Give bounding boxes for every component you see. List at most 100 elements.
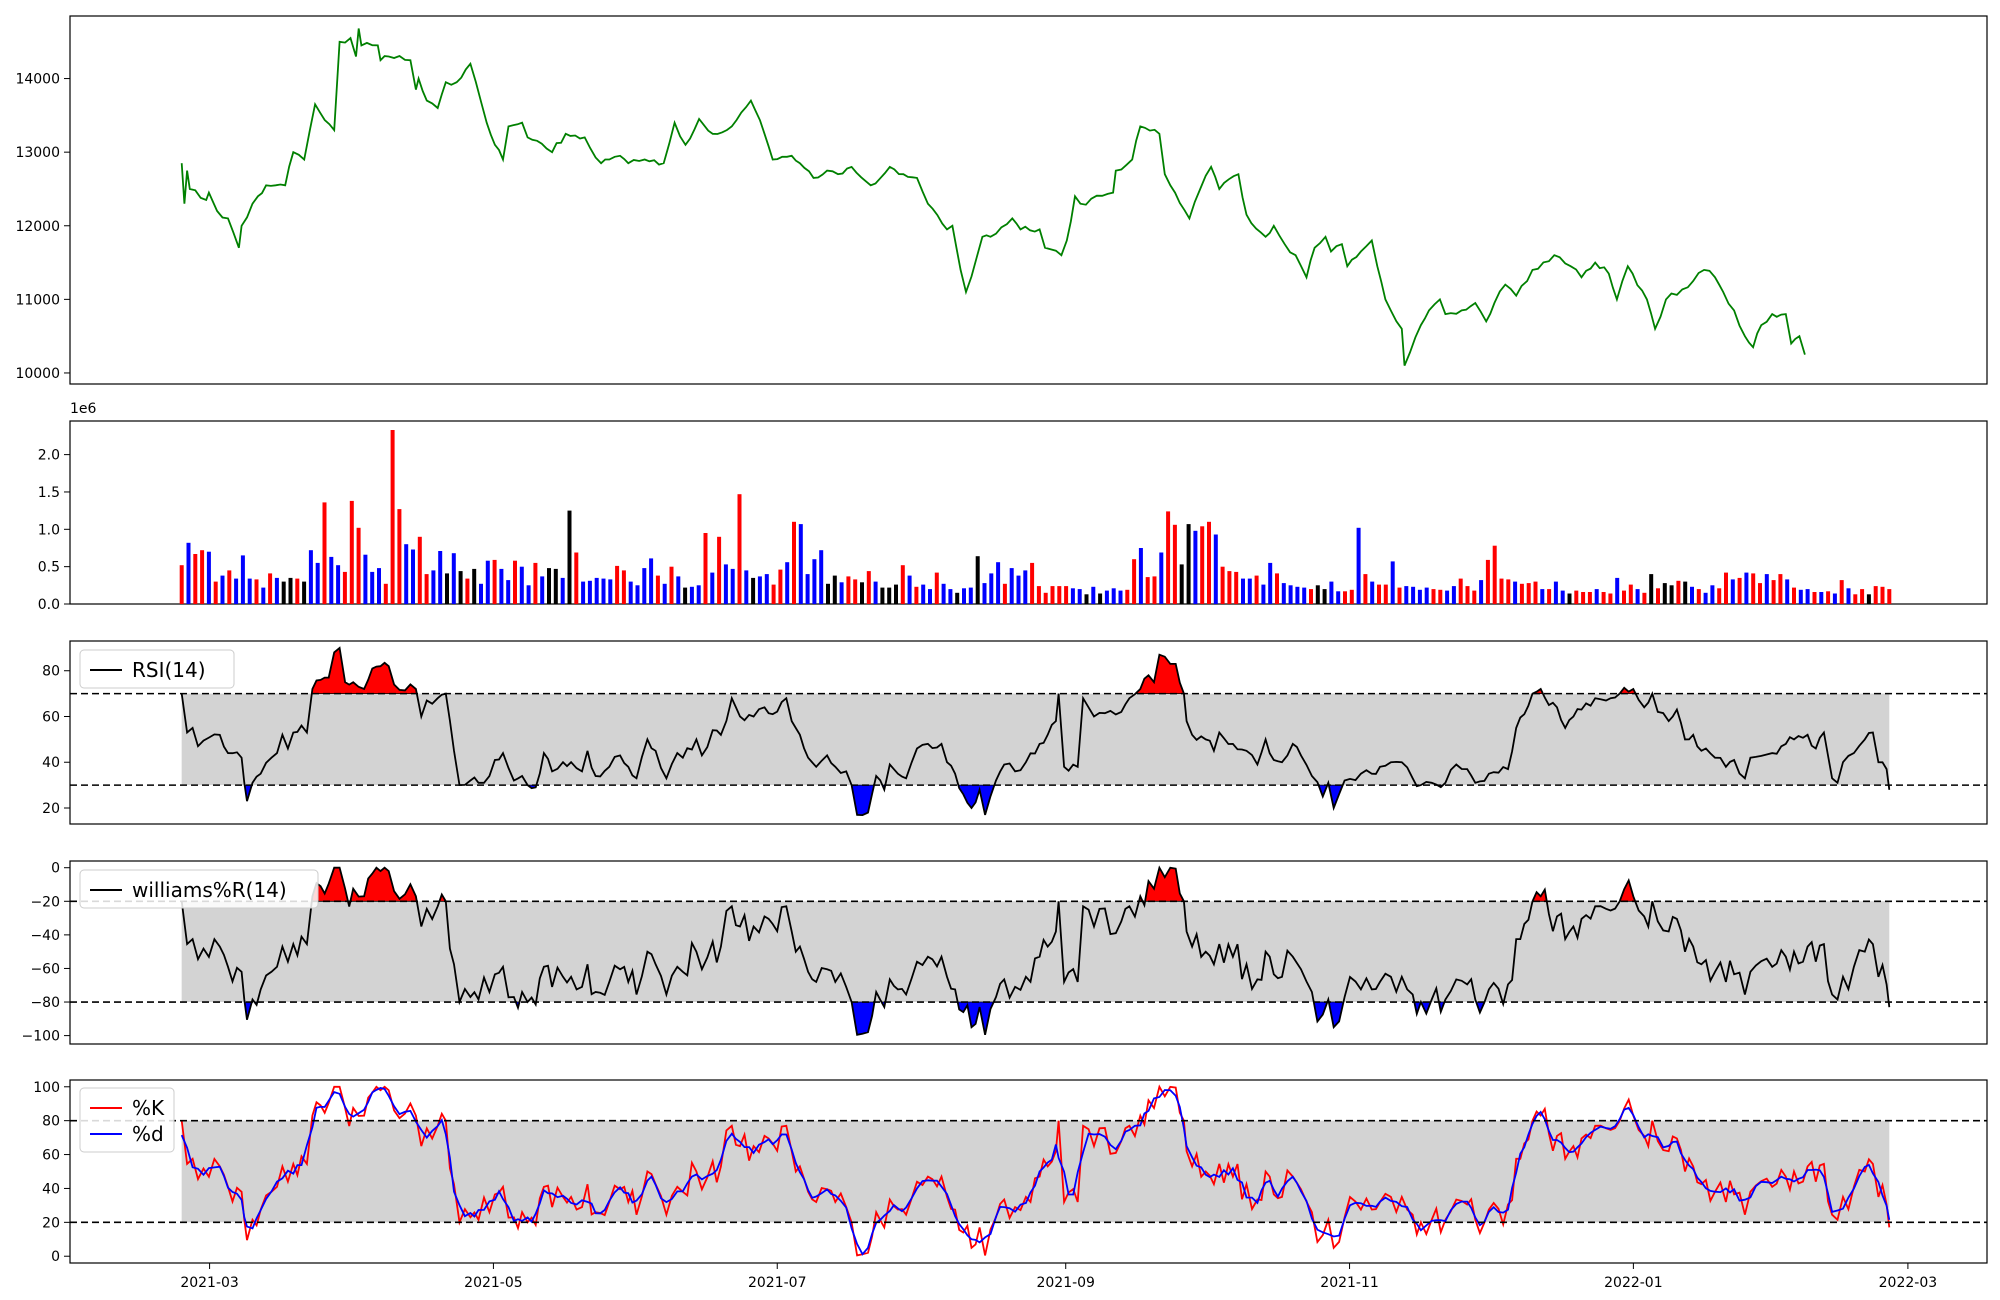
volume-bar [349,500,354,604]
volume-bar [1077,589,1082,604]
volume-bar [1241,578,1245,604]
volume-bar [1492,545,1497,604]
volume-bar [1370,581,1375,604]
volume-bar [342,571,347,604]
rsi-ytick-label: 60 [42,709,60,725]
volume-bar [1826,591,1831,604]
volume-bar [1261,584,1266,604]
volume-bar [1016,575,1021,604]
volume-bar [574,552,579,604]
volume-ytick-label: 0.5 [38,560,60,576]
volume-bar [615,565,620,604]
volume-bar [220,575,225,604]
volume-bar [206,551,211,604]
volume-bar [1070,588,1075,604]
volume-bar [751,577,756,604]
volume-bar [397,509,402,604]
stoch-ytick-label: 40 [42,1181,60,1197]
volume-bar [1887,589,1892,604]
stoch-ytick-label: 0 [51,1249,60,1265]
x-tick-label: 2021-11 [1320,1275,1379,1291]
volume-bar [526,585,531,604]
volume-ytick-label: 2.0 [38,448,60,464]
volume-bar [649,558,654,604]
volume-bar [200,550,205,604]
x-tick-label: 2021-05 [464,1275,523,1291]
williams-ytick-label: −100 [22,1029,60,1045]
volume-bar [479,583,483,604]
volume-bar [445,573,449,604]
volume-bar [1050,586,1055,604]
volume-bar [621,570,626,604]
rsi-ytick-label: 80 [42,664,60,680]
volume-bar [900,565,905,604]
volume-bar [853,579,858,604]
volume-bar [1186,524,1191,604]
volume-bar [1642,592,1647,604]
volume-bar [1302,587,1307,604]
volume-bar [547,568,551,604]
volume-bar [710,572,715,604]
rsi-frame [69,640,1988,825]
volume-bar [757,576,762,604]
volume-bar [472,568,477,604]
volume-bar [941,583,946,604]
volume-bar [1336,591,1341,604]
rsi-legend-label: RSI(14) [132,658,206,682]
volume-bar [1853,594,1858,604]
volume-bar [601,578,606,604]
volume-bar [1451,586,1456,604]
volume-bar [1145,577,1150,604]
volume-bar [1792,587,1796,604]
volume-bar [370,571,375,604]
volume-bar [308,550,313,604]
volume-bar [1036,586,1041,604]
price-line [180,28,1806,366]
volume-bar [1513,581,1518,604]
volume-bar [982,583,987,604]
volume-bar [540,576,545,604]
price-frame [69,15,1988,385]
volume-bar [1683,581,1688,604]
volume-bar [1193,530,1198,604]
volume-bar [962,588,966,604]
volume-bar [934,572,939,604]
williams-legend-label: williams%R(14) [132,878,287,902]
volume-bar [1159,552,1164,604]
volume-bar [1356,527,1361,604]
volume-bar [1043,592,1048,604]
volume-bar [1730,579,1735,604]
volume-bar [1390,561,1395,604]
volume-bar [363,554,368,604]
x-tick-label: 2021-07 [748,1275,807,1291]
price-ytick-label: 12000 [15,219,60,235]
volume-bar [717,536,722,604]
volume-bar [492,559,497,604]
volume-bar [513,560,517,604]
volume-bar [1628,584,1633,604]
williams-ytick-label: −60 [30,961,60,977]
volume-bar [1397,587,1402,604]
volume-bar [1152,576,1157,604]
williams-ytick-label: 0 [51,861,60,877]
volume-bar [404,544,409,604]
volume-bar [887,587,892,604]
volume-bar [1669,585,1674,604]
rsi-band [181,693,1890,786]
volume-bar [1281,583,1286,604]
volume-bar [1377,584,1381,604]
volume-bar [785,562,790,604]
volume-bar [1764,574,1769,604]
volume-bar [1737,577,1742,604]
volume-bar [261,587,266,604]
volume-bar [826,583,830,604]
volume-bar [1560,590,1565,604]
volume-bar [1383,584,1388,604]
volume-bar [1751,573,1756,604]
volume-bar [240,555,245,604]
volume-bar [1404,586,1409,604]
volume-bar [873,581,878,604]
volume-bar [1275,573,1279,604]
volume-ytick-label: 1.5 [38,485,60,501]
volume-bar [322,502,327,604]
